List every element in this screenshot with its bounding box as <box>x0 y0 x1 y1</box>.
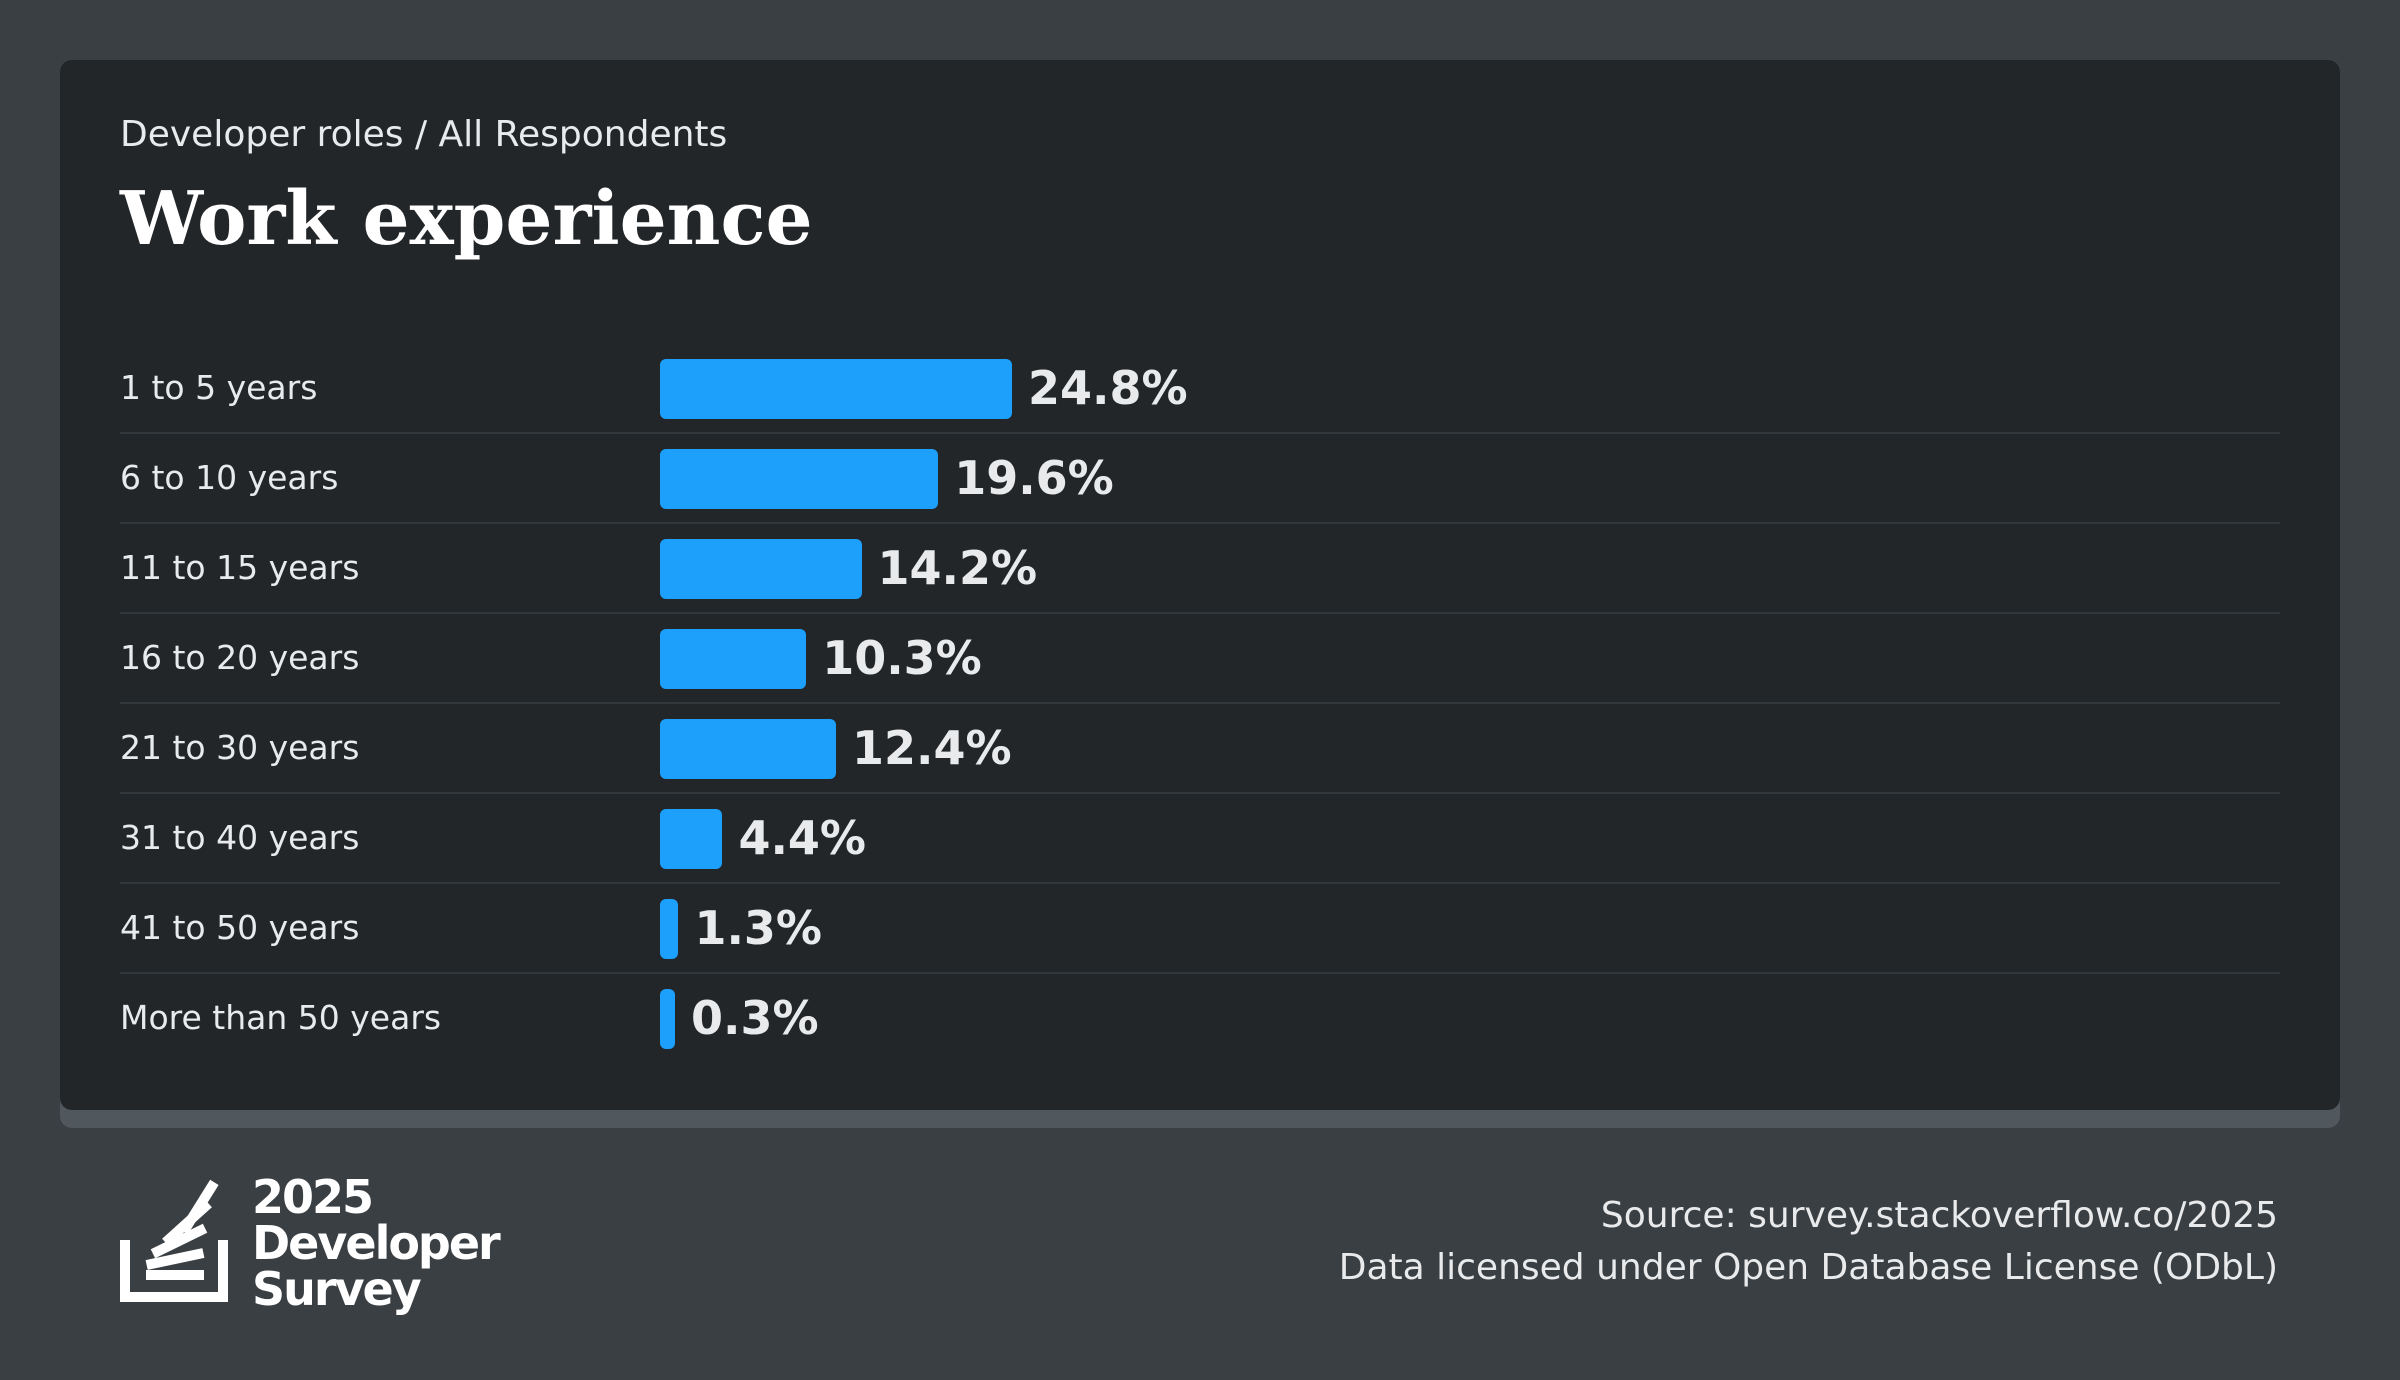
value-label: 1.3% <box>694 901 823 955</box>
category-label: 1 to 5 years <box>120 368 318 407</box>
chart-card: Developer roles / All Respondents Work e… <box>60 60 2340 1110</box>
bar <box>660 449 939 509</box>
bar <box>660 719 836 779</box>
license-text: Data licensed under Open Database Licens… <box>1338 1247 2278 1288</box>
category-label: 31 to 40 years <box>120 818 360 857</box>
bar-chart: 1 to 5 years 24.8% 6 to 10 years 19.6% 11 to… <box>120 344 2280 1064</box>
value-label: 10.3% <box>822 631 982 685</box>
category-label: 6 to 10 years <box>120 458 339 497</box>
category-label: 16 to 20 years <box>120 638 360 677</box>
breadcrumb: Developer roles / All Respondents <box>120 114 728 155</box>
value-label: 0.3% <box>691 991 819 1045</box>
category-label: 11 to 15 years <box>120 548 360 587</box>
category-label: More than 50 years <box>120 998 442 1037</box>
footer: Source: survey.stackoverflow.co/2025 Dat… <box>1339 1190 2278 1294</box>
bar-row: 21 to 30 years 12.4% <box>120 704 2280 794</box>
bar-row: More than 50 years 0.3% <box>120 974 2280 1064</box>
bar <box>660 989 675 1049</box>
bar-row: 41 to 50 years 1.3% <box>120 884 2280 974</box>
value-label: 14.2% <box>877 541 1038 595</box>
bar-row: 1 to 5 years 24.8% <box>120 344 2280 434</box>
chart-title: Work experience <box>120 176 813 262</box>
bar-row: 31 to 40 years 4.4% <box>120 794 2280 884</box>
bar <box>660 809 723 869</box>
stackoverflow-logo-icon <box>120 1179 228 1302</box>
bar <box>660 359 1012 419</box>
bar-row: 11 to 15 years 14.2% <box>120 524 2280 614</box>
logo-line-survey: Survey <box>252 1262 422 1316</box>
logo-line-developer: Developer <box>252 1216 501 1270</box>
value-label: 12.4% <box>852 721 1012 775</box>
survey-logo: 2025 Developer Survey <box>120 1170 501 1320</box>
bar-row: 16 to 20 years 10.3% <box>120 614 2280 704</box>
category-label: 41 to 50 years <box>120 908 360 947</box>
logo-year: 2025 <box>252 1170 374 1224</box>
logo-wordmark: 2025 Developer Survey <box>252 1170 501 1316</box>
bar <box>660 539 862 599</box>
value-label: 4.4% <box>738 811 867 865</box>
value-label: 24.8% <box>1028 361 1188 415</box>
bar-row: 6 to 10 years 19.6% <box>120 434 2280 524</box>
bar <box>660 899 679 959</box>
bar <box>660 629 807 689</box>
value-label: 19.6% <box>954 451 1114 505</box>
category-label: 21 to 30 years <box>120 728 360 767</box>
source-link[interactable]: Source: survey.stackoverflow.co/2025 <box>1600 1195 2278 1236</box>
